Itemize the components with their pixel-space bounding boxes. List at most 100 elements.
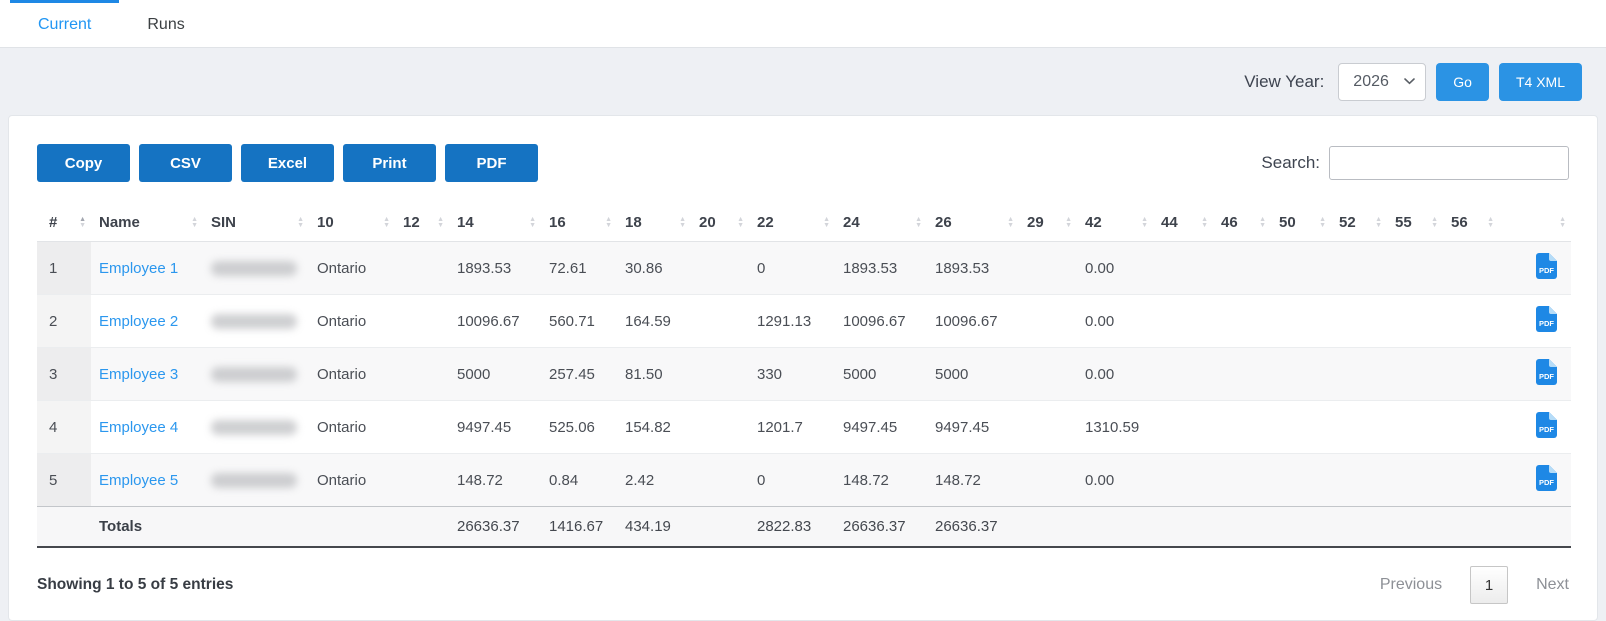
value-cell [1019,453,1077,507]
value-cell [1443,347,1499,401]
sin-cell [203,347,309,401]
value-cell: 1291.13 [749,294,835,348]
search-area: Search: [1261,146,1569,180]
column-header-52[interactable]: 52 ▲ ▼ [1331,204,1387,242]
column-header-14[interactable]: 14 ▲ ▼ [449,204,541,242]
totals-value-cell [1077,506,1153,547]
next-page-button[interactable]: Next [1536,576,1569,593]
value-cell: 9497.45 [449,400,541,454]
table-row: 5 Employee 5 Ontario 148.72 0.84 2.42 0 148.72 1… [37,453,1571,507]
value-cell: 5000 [835,347,927,401]
table-row: 1 Employee 1 Ontario 1893.53 72.61 30.86 0 1893… [37,241,1571,295]
svg-text:PDF: PDF [1539,425,1554,434]
sort-icon: ▲ ▼ [1007,215,1014,229]
column-header-46[interactable]: 46 ▲ ▼ [1213,204,1271,242]
column-header-12[interactable]: 12 ▲ ▼ [395,204,449,242]
totals-value-cell [691,506,749,547]
column-header-SIN[interactable]: SIN ▲ ▼ [203,204,309,242]
column-header-24[interactable]: 24 ▲ ▼ [835,204,927,242]
search-input[interactable] [1329,146,1569,180]
value-cell [395,294,449,348]
go-button[interactable]: Go [1436,62,1489,101]
sort-icon: ▲ ▼ [1375,215,1382,229]
t4xml-button[interactable]: T4 XML [1498,62,1582,101]
value-cell: 2.42 [617,453,691,507]
column-header-label: 29 [1027,214,1044,231]
tab-bar: Current Runs [0,0,1606,48]
row-number-cell: 2 [37,294,91,348]
value-cell [1331,241,1387,295]
value-cell [1213,241,1271,295]
current-page-button[interactable]: 1 [1470,566,1509,604]
column-header-56[interactable]: 56 ▲ ▼ [1443,204,1499,242]
excel-button[interactable]: Excel [241,144,334,182]
value-cell: 0.84 [541,453,617,507]
column-header-label: 52 [1339,214,1356,231]
value-cell [691,453,749,507]
previous-page-button[interactable]: Previous [1379,576,1443,593]
column-header-22[interactable]: 22 ▲ ▼ [749,204,835,242]
value-cell [1019,400,1077,454]
redacted-sin [211,367,297,383]
column-header-20[interactable]: 20 ▲ ▼ [691,204,749,242]
column-header-Name[interactable]: Name ▲ ▼ [91,204,203,242]
value-cell [1387,453,1443,507]
employee-link[interactable]: Employee 1 [99,259,179,277]
column-header-num[interactable]: # ▲ ▼ [37,204,91,242]
employee-link[interactable]: Employee 4 [99,418,179,436]
pdf-button[interactable]: PDF [445,144,538,182]
pdf-file-icon[interactable]: PDF [1536,253,1557,279]
pdf-file-icon[interactable]: PDF [1536,412,1557,438]
column-header-50[interactable]: 50 ▲ ▼ [1271,204,1331,242]
value-cell: 1310.59 [1077,400,1153,454]
column-header-actions[interactable]: ▲ ▼ [1499,204,1571,242]
pdf-file-icon[interactable]: PDF [1536,359,1557,385]
year-toolbar: View Year: 2026 Go T4 XML [0,48,1606,115]
value-cell [1443,241,1499,295]
pdf-file-icon[interactable]: PDF [1536,306,1557,332]
column-header-29[interactable]: 29 ▲ ▼ [1019,204,1077,242]
pdf-cell: PDF [1499,400,1571,454]
value-cell [1153,241,1213,295]
employee-link[interactable]: Employee 5 [99,471,179,489]
sort-icon: ▲ ▼ [679,215,686,229]
totals-value-cell [1019,506,1077,547]
column-header-55[interactable]: 55 ▲ ▼ [1387,204,1443,242]
year-select[interactable]: 2026 [1338,62,1427,101]
column-header-26[interactable]: 26 ▲ ▼ [927,204,1019,242]
value-cell: 0.00 [1077,453,1153,507]
totals-empty-cell [203,506,309,547]
pdf-file-icon[interactable]: PDF [1536,465,1557,491]
column-header-label: 18 [625,214,642,231]
value-cell [1443,400,1499,454]
csv-button[interactable]: CSV [139,144,232,182]
name-cell: Employee 2 [91,294,203,348]
column-header-16[interactable]: 16 ▲ ▼ [541,204,617,242]
value-cell: 30.86 [617,241,691,295]
column-header-label: 12 [403,214,420,231]
value-cell [1153,453,1213,507]
column-header-10[interactable]: 10 ▲ ▼ [309,204,395,242]
column-header-44[interactable]: 44 ▲ ▼ [1153,204,1213,242]
table-header-row: # ▲ ▼ Name ▲ ▼ SIN ▲ ▼ 10 ▲ ▼ 12 ▲ ▼ 14 ▲ ▼ 16 ▲ ▼ 18 ▲ ▼ 20 ▲ ▼ 22… [37,204,1571,242]
column-header-label: 24 [843,214,860,231]
value-cell: 164.59 [617,294,691,348]
t4-summary-table: # ▲ ▼ Name ▲ ▼ SIN ▲ ▼ 10 ▲ ▼ 12 ▲ ▼ 14 ▲ ▼ 16 ▲ ▼ 18 ▲ ▼ 20 ▲ ▼ 22… [37,204,1571,548]
pdf-cell: PDF [1499,347,1571,401]
sort-icon: ▲ ▼ [605,215,612,229]
value-cell [1271,347,1331,401]
sort-icon: ▲ ▼ [1487,215,1494,229]
value-cell: 330 [749,347,835,401]
tab-current[interactable]: Current [10,0,120,47]
print-button[interactable]: Print [343,144,436,182]
copy-button[interactable]: Copy [37,144,130,182]
employee-link[interactable]: Employee 3 [99,365,179,383]
tab-runs[interactable]: Runs [119,0,212,47]
totals-value-cell [1443,506,1499,547]
sort-icon: ▲ ▼ [297,215,304,229]
employee-link[interactable]: Employee 2 [99,312,179,330]
totals-value-cell [1213,506,1271,547]
column-header-18[interactable]: 18 ▲ ▼ [617,204,691,242]
column-header-42[interactable]: 42 ▲ ▼ [1077,204,1153,242]
